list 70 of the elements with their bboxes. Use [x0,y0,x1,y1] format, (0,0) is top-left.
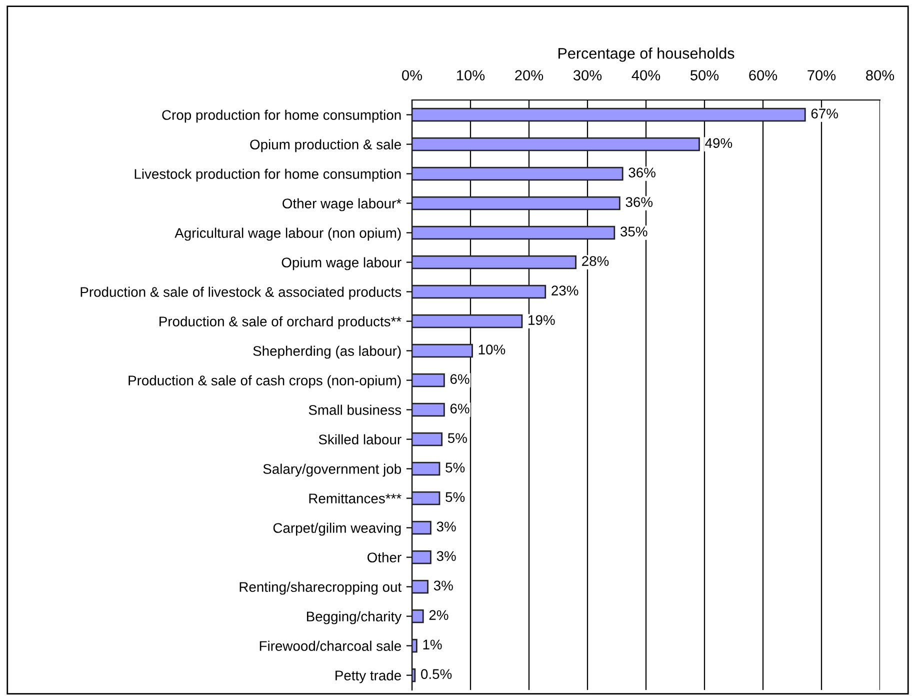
bar [412,462,440,476]
y-tick-label: Carpet/gilim weaving [273,522,401,536]
data-label: 2% [429,610,448,620]
bar [412,580,428,594]
y-tick-label: Other wage labour* [282,198,402,212]
y-tick-label: Opium wage labour [282,257,402,270]
y-tick-label: Skilled labour [318,434,402,444]
y-tick-label: Remittances*** [309,493,402,504]
y-tick-label: Small business [308,404,402,415]
y-tick-label: Opium production & sale [250,139,401,152]
x-tick-label: 80% [866,70,894,80]
bar [412,373,445,388]
data-label: 3% [434,580,453,590]
y-tick-label: Livestock production for home consumption [134,168,401,182]
x-tick-label: 20% [515,70,544,80]
x-tick-label: 40% [632,70,660,80]
bar [412,166,624,181]
x-axis-title: Percentage of households [558,48,734,62]
bar [412,196,620,210]
y-tick-label: Agricultural wage labour (non opium) [174,228,401,241]
data-label: 0.5% [421,669,452,679]
data-label: 23% [552,286,578,296]
bar [412,491,440,506]
data-label: 49% [705,138,732,148]
data-label: 3% [436,551,456,561]
data-label: 5% [446,492,465,502]
y-tick-label: Petty trade [336,670,401,684]
y-tick-label: Production & sale of cash crops (non-opium) [128,375,401,388]
bar [412,432,443,446]
y-tick-label: Other [368,552,402,562]
data-label: 3% [436,522,456,532]
y-tick-label: Production & sale of livestock & associated products [80,286,402,300]
bar [412,284,546,299]
bar [412,520,432,535]
data-label: 35% [620,226,648,236]
data-label: 36% [626,197,653,207]
y-tick-label: Firewood/charcoal sale [260,640,401,651]
data-label: 6% [450,374,470,384]
bar [412,226,616,240]
data-label: 19% [528,315,555,325]
y-tick-label: Salary/government job [263,464,402,477]
x-tick-label: 30% [573,70,602,80]
bar [412,550,432,564]
x-tick-label: 70% [808,70,836,80]
y-tick-label: Crop production for home consumption [162,110,401,123]
y-tick-label: Renting/sharecropping out [240,582,402,595]
x-tick-label: 50% [690,70,719,80]
bar [412,314,523,328]
data-label: 28% [582,256,609,266]
y-tick-label: Production & sale of orchard products** [160,316,402,330]
data-label: 6% [450,404,470,414]
data-label: 5% [446,462,465,472]
y-tick-label: Shepherding (as labour) [253,346,401,359]
bar [412,668,416,682]
data-label: 10% [478,344,506,354]
x-tick-label: 60% [749,70,778,80]
x-tick-label: 10% [457,70,485,80]
data-label: 67% [811,108,838,118]
bar [412,609,424,624]
x-tick-label: 0% [402,70,422,80]
y-tick-label: Begging/charity [306,611,402,624]
data-label: 36% [628,168,656,178]
bar [412,638,418,653]
bar [412,137,700,152]
bar [412,255,576,270]
data-label: 5% [448,433,467,443]
bar [412,108,806,122]
bar [412,402,445,417]
data-label: 1% [423,640,442,650]
bar [412,344,473,358]
